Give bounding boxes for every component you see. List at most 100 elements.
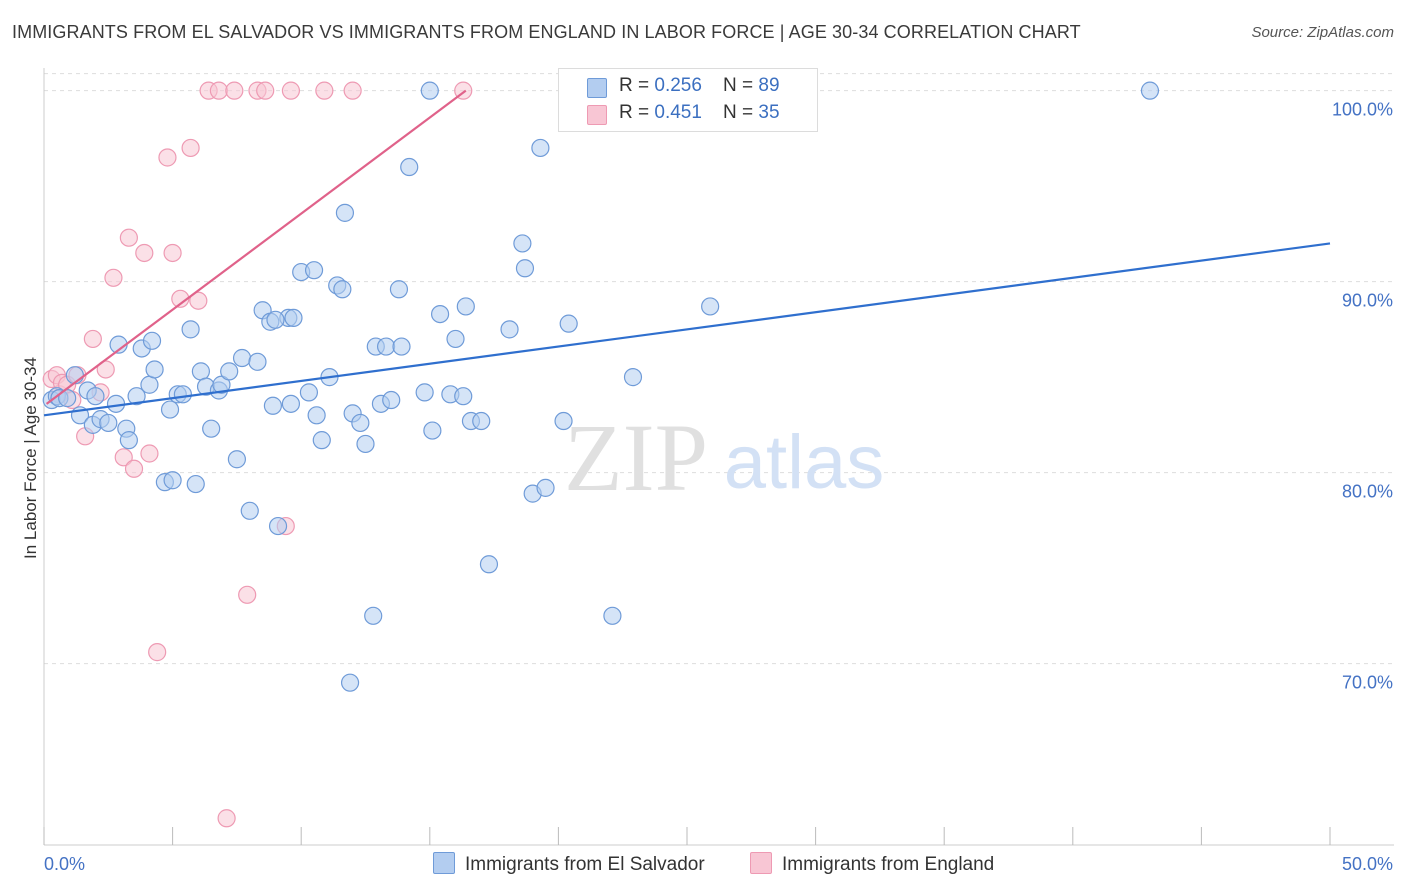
x-tick-label: 50.0% [1342, 854, 1393, 874]
el-salvador-point [400, 157, 419, 177]
el-salvador-trend-line [43, 242, 1331, 417]
england-trend-line [45, 89, 467, 405]
tick-labels: 70.0% 80.0% 90.0% 100.0% 0.0% 50.0% [44, 100, 1393, 874]
y-tick-label: 70.0% [1342, 673, 1393, 693]
el-salvador-point [248, 352, 267, 371]
el-salvador-point [284, 308, 303, 328]
el-salvador-point [202, 419, 221, 438]
el-salvador-point [454, 387, 473, 406]
england-point [209, 81, 228, 100]
legend-r-value: 0.451 [654, 102, 702, 123]
el-salvador-point [554, 411, 573, 431]
legend-r-value: 0.256 [654, 75, 702, 96]
el-salvador-point [145, 360, 164, 379]
england-point [158, 148, 177, 167]
el-salvador-point [340, 673, 360, 692]
legend-swatch-pink [587, 105, 607, 125]
chart-title: IMMIGRANTS FROM EL SALVADOR VS IMMIGRANT… [12, 22, 1081, 42]
el-salvador-point [119, 431, 138, 450]
legend-swatch-blue [587, 78, 607, 98]
el-salvador-point [423, 421, 442, 440]
el-salvador-point [142, 331, 162, 350]
el-salvador-point [99, 413, 118, 433]
england-point [83, 329, 102, 349]
england-point [315, 81, 334, 100]
el-salvador-point [623, 368, 643, 387]
source-label: Source: ZipAtlas.com [1251, 24, 1394, 41]
series-el-salvador-points [42, 81, 1160, 692]
bottom-legend-england: Immigrants from England [750, 852, 994, 876]
legend-r-label: R = [619, 75, 655, 96]
gridlines [44, 73, 1394, 665]
england-point [281, 81, 301, 100]
el-salvador-point [232, 348, 252, 368]
england-point [217, 809, 236, 828]
el-salvador-point [479, 555, 499, 574]
bottom-legend-swatch-pink [750, 852, 772, 874]
el-salvador-point [513, 234, 532, 253]
el-salvador-point [472, 411, 491, 431]
el-salvador-point [163, 471, 182, 490]
el-salvador-point [536, 478, 555, 497]
el-salvador-point [140, 375, 159, 394]
y-axis-label: In Labor Force | Age 30-34 [21, 357, 40, 559]
england-point [114, 448, 133, 467]
el-salvador-point [281, 394, 301, 413]
legend-n-label: N = [723, 102, 759, 123]
bottom-legend-swatch-blue [433, 852, 455, 874]
el-salvador-point [603, 606, 622, 625]
el-salvador-point [227, 450, 246, 469]
watermark-zip: ZIP [564, 404, 708, 511]
el-salvador-point [415, 383, 434, 402]
y-tick-label: 100.0% [1332, 100, 1393, 120]
y-tick-label: 80.0% [1342, 482, 1393, 502]
england-point [163, 243, 182, 263]
x-tick-label: 0.0% [44, 854, 85, 874]
el-salvador-point [392, 337, 411, 356]
el-salvador-point [446, 329, 465, 349]
el-salvador-point [1140, 81, 1160, 100]
el-salvador-point [181, 320, 200, 339]
bottom-legend-el-salvador: Immigrants from El Salvador [433, 852, 705, 876]
el-salvador-point [559, 314, 578, 333]
england-point [256, 81, 275, 100]
el-salvador-point [173, 385, 192, 404]
el-salvador-point [376, 337, 396, 356]
bottom-legend-label-england: Immigrants from England [782, 854, 995, 875]
el-salvador-point [160, 400, 180, 419]
el-salvador-point [430, 304, 450, 324]
watermark-atlas: atlas [724, 420, 885, 505]
el-salvador-point [420, 81, 439, 100]
legend-n-value: 89 [758, 75, 780, 96]
england-point [238, 585, 257, 604]
axes [43, 68, 1394, 846]
series-england-points [42, 81, 473, 828]
el-salvador-point [220, 362, 239, 381]
legend-n-value: 35 [758, 102, 780, 123]
el-salvador-point [333, 280, 352, 299]
england-point [148, 643, 167, 662]
el-salvador-point [266, 310, 285, 329]
el-salvador-point [65, 366, 84, 385]
watermark: ZIP atlas [564, 404, 884, 511]
el-salvador-point [86, 387, 105, 406]
england-point [119, 228, 138, 247]
y-tick-label: 90.0% [1342, 291, 1393, 311]
el-salvador-point [335, 203, 355, 222]
el-salvador-point [500, 320, 519, 339]
el-salvador-point [456, 297, 475, 316]
england-point [140, 444, 159, 463]
england-point [225, 81, 244, 100]
el-salvador-point [299, 383, 319, 402]
el-salvador-point [389, 280, 409, 299]
el-salvador-point [312, 431, 331, 450]
el-salvador-point [268, 516, 288, 536]
england-point [104, 268, 123, 287]
england-point [181, 138, 200, 158]
england-point [135, 243, 154, 263]
el-salvador-point [263, 396, 283, 415]
england-point [124, 459, 144, 478]
england-point [343, 81, 362, 100]
el-salvador-point [304, 261, 324, 280]
